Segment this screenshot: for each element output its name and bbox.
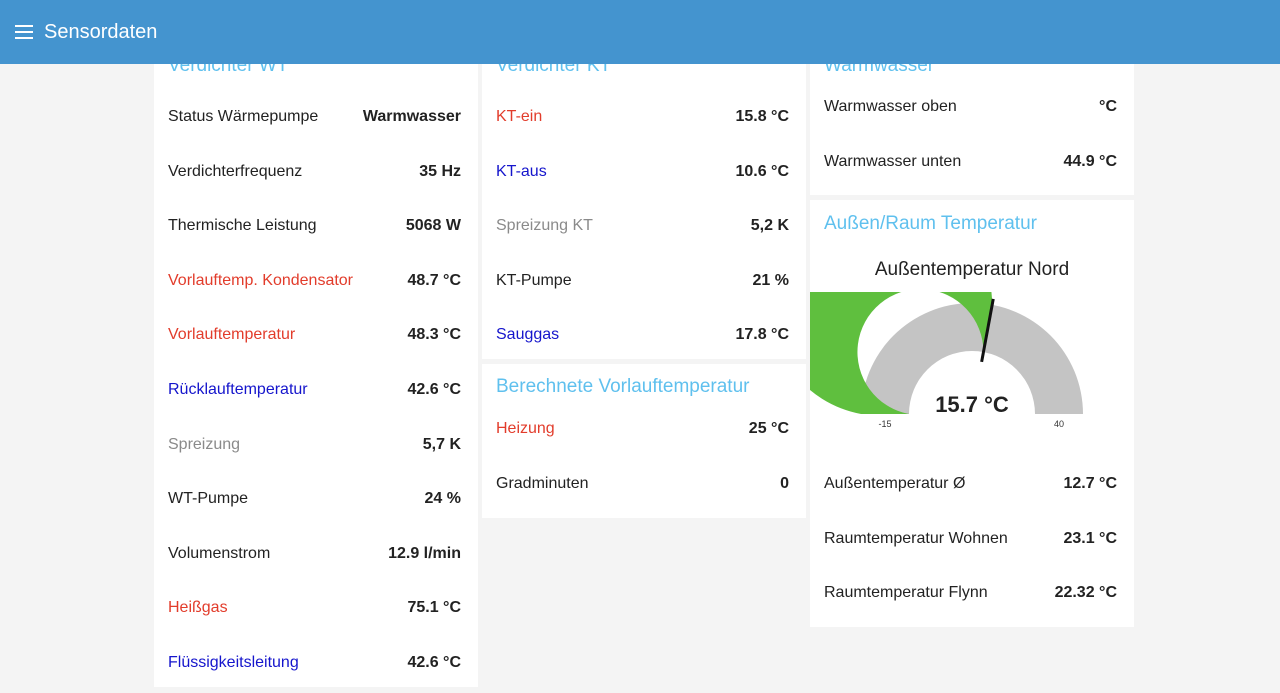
sensor-label: Raumtemperatur Wohnen <box>824 529 1008 547</box>
sensor-label: Gradminuten <box>496 474 589 492</box>
sensor-row: Volumenstrom 12.9 l/min <box>168 544 461 564</box>
app-bar: Sensordaten <box>0 0 1280 64</box>
sensor-value: 42.6 °C <box>407 381 461 398</box>
sensor-row: Rücklauftemperatur 42.6 °C <box>168 380 461 400</box>
card-title: Berechnete Vorlauftemperatur <box>496 376 750 397</box>
sensor-row: Verdichterfrequenz 35 Hz <box>168 162 461 182</box>
sensor-label: KT-Pumpe <box>496 271 572 289</box>
sensor-value: 23.1 °C <box>1063 529 1117 547</box>
sensor-value: 42.6 °C <box>407 654 461 671</box>
sensor-label: Sauggas <box>496 326 560 344</box>
sensor-label: Verdichterfrequenz <box>168 162 303 180</box>
sensor-value: 48.3 °C <box>407 326 461 344</box>
sensor-label: Status Wärmepumpe <box>168 108 319 125</box>
sensor-value: 5,2 K <box>750 217 789 235</box>
card-verdichter-kt: Verdichter KT KT-ein 15.8 °C KT-aus 10.6 °C… <box>482 30 806 359</box>
card-aussen-raum-temperatur: Außen/Raum Temperatur Außentemperatur No… <box>810 200 1134 627</box>
sensor-label: Heizung <box>496 420 555 437</box>
sensor-label: KT-ein <box>496 108 543 125</box>
sensor-value: 5,7 K <box>422 435 461 453</box>
sensor-row: KT-ein 15.8 °C <box>496 107 789 127</box>
sensor-row: Spreizung 5,7 K <box>168 435 461 455</box>
sensor-row: Spreizung KT 5,2 K <box>496 216 789 236</box>
sensor-row: Vorlauftemp. Kondensator 48.7 °C <box>168 271 461 291</box>
menu-icon[interactable] <box>15 25 33 39</box>
gauge-value: 15.7 °C <box>935 392 1009 417</box>
sensor-value: 25 °C <box>748 420 789 437</box>
sensor-row: Gradminuten 0 <box>496 474 789 494</box>
sensor-value: 75.1 °C <box>407 599 461 617</box>
sensor-row: Status Wärmepumpe Warmwasser <box>168 107 461 127</box>
card-verdichter-wt: Verdichter WT Status Wärmepumpe Warmwasse… <box>154 30 478 687</box>
gauge-title: Außentemperatur Nord <box>874 259 1070 280</box>
sensor-label: Thermische Leistung <box>168 217 317 235</box>
sensor-label: Vorlauftemperatur <box>168 326 296 344</box>
sensor-row: Außentemperatur Ø 12.7 °C <box>824 474 1117 494</box>
sensor-value: 5068 W <box>405 217 461 235</box>
sensor-value: 0 <box>780 474 789 492</box>
sensor-label: Warmwasser unten <box>824 152 962 170</box>
gauge-fill <box>810 292 993 414</box>
sensor-label: Spreizung KT <box>496 217 593 235</box>
sensor-row: KT-aus 10.6 °C <box>496 162 789 182</box>
sensor-row: Warmwasser oben °C <box>824 97 1117 117</box>
sensor-value: °C <box>1099 98 1117 115</box>
card-title: Außen/Raum Temperatur <box>824 213 1037 234</box>
sensor-row: WT-Pumpe 24 % <box>168 489 461 509</box>
sensor-value: 48.7 °C <box>407 271 461 289</box>
sensor-value: 12.7 °C <box>1063 475 1117 492</box>
sensor-value: 17.8 °C <box>735 326 789 344</box>
sensor-value: Warmwasser <box>362 108 461 125</box>
sensor-row: KT-Pumpe 21 % <box>496 271 789 291</box>
sensor-label: Vorlauftemp. Kondensator <box>168 271 354 289</box>
sensor-label: KT-aus <box>496 162 547 180</box>
sensor-value: 12.9 l/min <box>388 544 461 562</box>
sensor-label: Außentemperatur Ø <box>824 475 966 492</box>
sensor-value: 24 % <box>424 490 461 508</box>
sensor-value: 21 % <box>752 271 789 289</box>
gauge-track <box>861 303 1083 414</box>
sensor-label: WT-Pumpe <box>168 490 249 508</box>
sensor-label: Rücklauftemperatur <box>168 381 308 398</box>
sensor-row: Sauggas 17.8 °C <box>496 325 789 345</box>
sensor-row: Vorlauftemperatur 48.3 °C <box>168 325 461 345</box>
app-title: Sensordaten <box>44 20 158 43</box>
sensor-label: Flüssigkeitsleitung <box>168 654 299 671</box>
sensor-row: Raumtemperatur Wohnen 23.1 °C <box>824 529 1117 549</box>
sensor-value: 10.6 °C <box>735 162 789 180</box>
sensor-row: Warmwasser unten 44.9 °C <box>824 152 1117 172</box>
sensor-label: Raumtemperatur Flynn <box>824 584 988 602</box>
sensor-label: Spreizung <box>168 435 241 453</box>
sensor-row: Thermische Leistung 5068 W <box>168 216 461 236</box>
sensor-row: Heizung 25 °C <box>496 419 789 439</box>
sensor-label: Warmwasser oben <box>824 98 957 115</box>
gauge-min-label: -15 <box>878 419 891 429</box>
sensor-value: 22.32 °C <box>1054 584 1117 602</box>
sensor-row: Flüssigkeitsleitung 42.6 °C <box>168 653 461 673</box>
gauge: 15.7 °C -15 40 <box>810 292 1083 429</box>
sensor-row: Raumtemperatur Flynn 22.32 °C <box>824 583 1117 603</box>
gauge-needle <box>980 298 995 363</box>
gauge-max-label: 40 <box>1054 419 1064 429</box>
sensor-value: 15.8 °C <box>735 108 789 125</box>
sensor-row: Heißgas 75.1 °C <box>168 598 461 618</box>
sensor-value: 35 Hz <box>419 162 461 180</box>
sensor-value: 44.9 °C <box>1063 152 1117 170</box>
sensor-label: Heißgas <box>168 599 228 617</box>
card-berechnete-vorlauftemperatur: Berechnete Vorlauftemperatur Heizung 25 °… <box>482 364 806 518</box>
sensor-label: Volumenstrom <box>168 544 271 562</box>
